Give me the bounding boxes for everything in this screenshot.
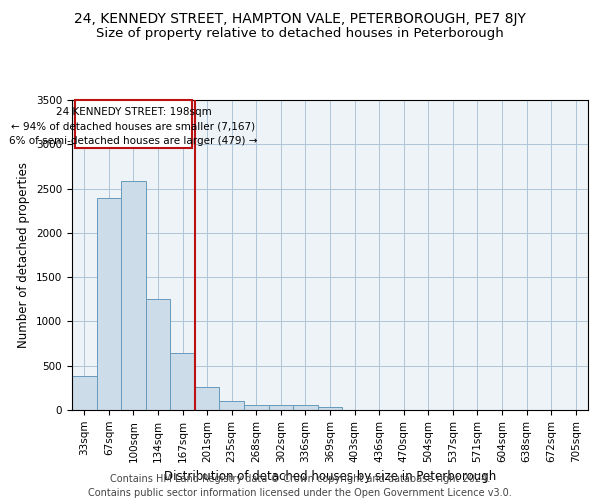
Text: Contains HM Land Registry data © Crown copyright and database right 2024.
Contai: Contains HM Land Registry data © Crown c… (88, 474, 512, 498)
Bar (146, 300, 170, 410)
Text: 24, KENNEDY STREET, HAMPTON VALE, PETERBOROUGH, PE7 8JY: 24, KENNEDY STREET, HAMPTON VALE, PETERB… (74, 12, 526, 26)
Bar (293, 405, 318, 410)
Bar (244, 404, 269, 410)
X-axis label: Distribution of detached houses by size in Peterborough: Distribution of detached houses by size … (164, 470, 496, 483)
Y-axis label: Number of detached properties: Number of detached properties (17, 162, 31, 348)
FancyBboxPatch shape (74, 100, 192, 148)
Text: Size of property relative to detached houses in Peterborough: Size of property relative to detached ho… (96, 28, 504, 40)
Bar (121, 180, 146, 410)
Bar (72, 376, 97, 410)
Text: ← 94% of detached houses are smaller (7,167): ← 94% of detached houses are smaller (7,… (11, 122, 256, 132)
Bar (97, 198, 121, 410)
Text: 24 KENNEDY STREET: 198sqm: 24 KENNEDY STREET: 198sqm (56, 107, 211, 117)
Bar (318, 408, 342, 410)
Bar (195, 387, 220, 410)
Text: 6% of semi-detached houses are larger (479) →: 6% of semi-detached houses are larger (4… (9, 136, 257, 146)
Bar (170, 354, 195, 410)
Bar (269, 404, 293, 410)
Bar (220, 401, 244, 410)
